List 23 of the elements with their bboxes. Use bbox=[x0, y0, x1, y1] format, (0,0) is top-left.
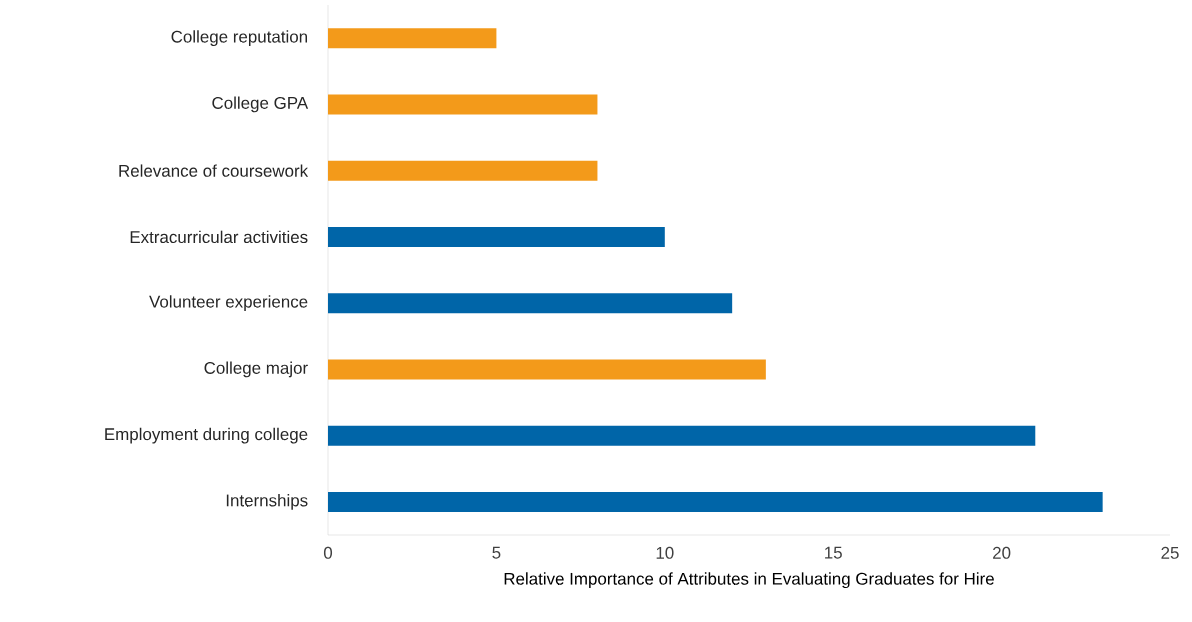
bar bbox=[328, 293, 733, 314]
y-tick-label: College GPA bbox=[212, 96, 309, 113]
bar bbox=[328, 226, 665, 247]
x-tick-label: 15 bbox=[825, 546, 842, 559]
y-tick-label: College major bbox=[204, 361, 308, 378]
y-tick-label: Relevance of coursework bbox=[119, 164, 309, 177]
bar bbox=[328, 425, 1036, 446]
y-tick-label: Employment during college bbox=[105, 427, 308, 444]
y-tick-label: Internships bbox=[226, 494, 308, 510]
x-tick-label: 25 bbox=[1161, 546, 1179, 559]
y-tick-label: Volunteer experience bbox=[149, 295, 308, 312]
bar bbox=[328, 160, 598, 181]
bar bbox=[328, 28, 497, 49]
y-tick-label: College reputation bbox=[171, 30, 307, 47]
x-axis-title: Relative Importance of Attributes in Evaluating Graduates for Hire bbox=[504, 572, 994, 589]
bar bbox=[328, 359, 766, 380]
bar bbox=[328, 94, 598, 115]
y-tick-label: Extracurricular activities bbox=[130, 230, 308, 244]
x-tick-label: 5 bbox=[492, 546, 501, 559]
bar bbox=[328, 491, 1103, 512]
x-tick-label: 0 bbox=[323, 546, 333, 559]
x-tick-label: 10 bbox=[656, 546, 674, 559]
x-tick-label: 20 bbox=[993, 546, 1011, 559]
